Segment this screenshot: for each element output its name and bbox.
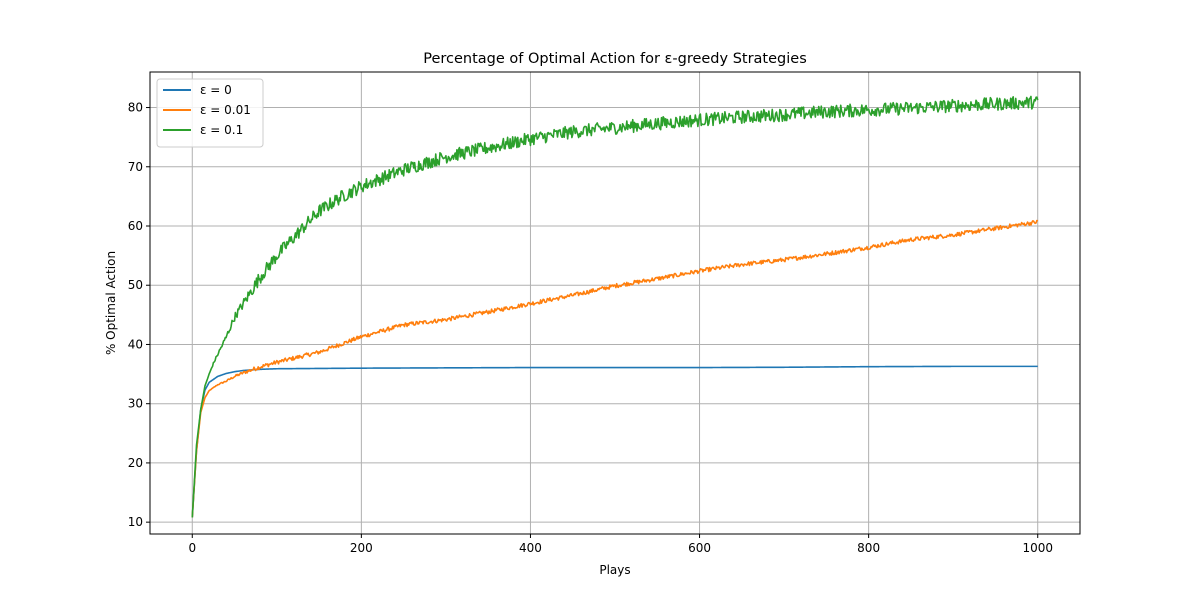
y-tick-label: 50 <box>128 278 143 292</box>
x-tick-label: 1000 <box>1022 541 1053 555</box>
legend-label-1: ε = 0.01 <box>200 103 251 117</box>
legend: ε = 0 ε = 0.01 ε = 0.1 <box>156 78 264 148</box>
legend-label-2: ε = 0.1 <box>200 123 243 137</box>
y-tick-label: 20 <box>128 456 143 470</box>
y-tick-label: 30 <box>128 397 143 411</box>
series-line-1 <box>191 219 1039 518</box>
x-tick-label: 800 <box>857 541 880 555</box>
series-lines <box>191 95 1039 518</box>
x-tick-label: 0 <box>188 541 196 555</box>
x-tick-label: 600 <box>688 541 711 555</box>
y-tick-label: 80 <box>128 101 143 115</box>
series-line-2 <box>191 95 1039 518</box>
plot-frame <box>149 71 1081 535</box>
legend-label-0: ε = 0 <box>200 83 232 97</box>
y-tick-label: 70 <box>128 160 143 174</box>
y-tick-label: 10 <box>128 515 143 529</box>
x-tick-label: 400 <box>519 541 542 555</box>
y-tick-label: 60 <box>128 219 143 233</box>
y-tick-label: 40 <box>128 337 143 351</box>
y-axis-label: % Optimal Action <box>104 251 118 355</box>
series-line-0 <box>191 365 1038 518</box>
axis-ticks: 0 200 400 600 800 1000 10 20 30 40 50 60 70 80 <box>128 101 1053 555</box>
x-tick-label: 200 <box>350 541 373 555</box>
x-axis-label: Plays <box>599 563 630 577</box>
chart-title: Percentage of Optimal Action for ε-greed… <box>423 51 807 67</box>
